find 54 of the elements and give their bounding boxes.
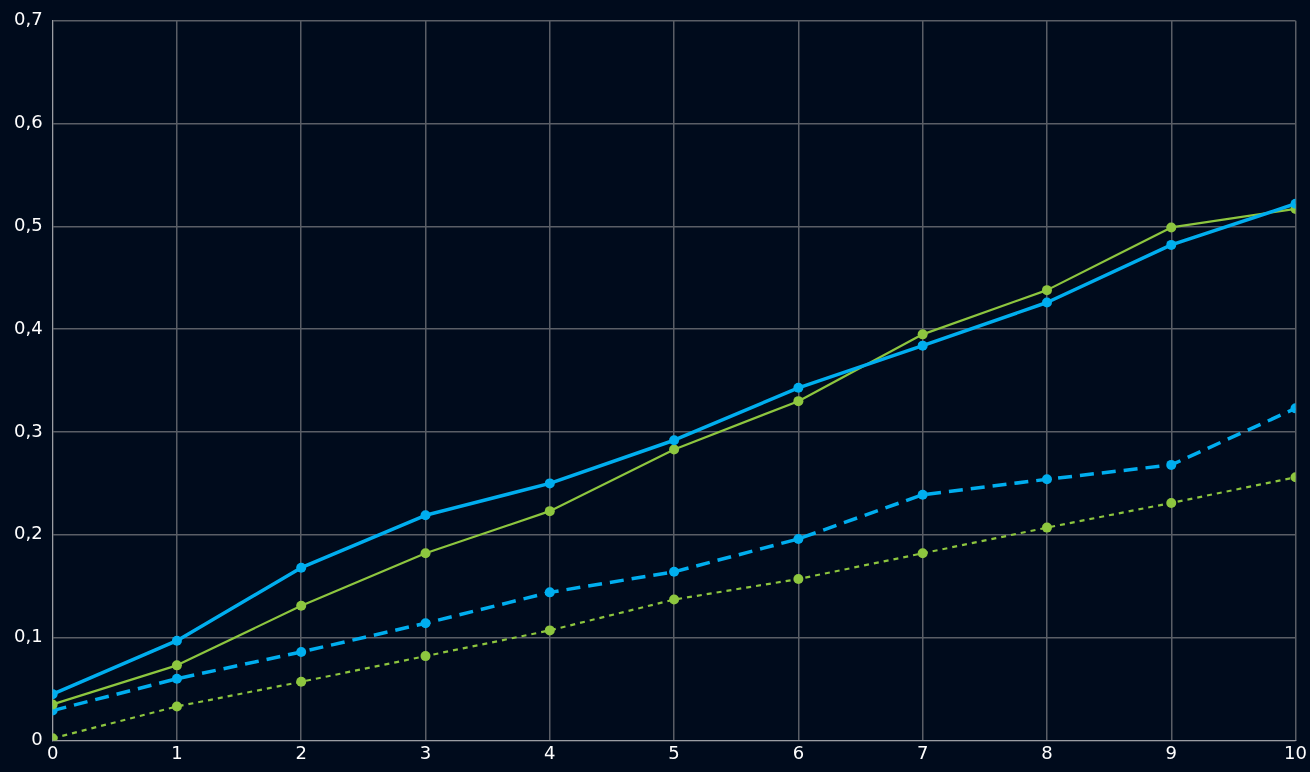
point [793, 533, 804, 544]
point [296, 676, 307, 687]
point [1041, 297, 1052, 308]
point [420, 510, 431, 521]
point [420, 618, 431, 629]
point [544, 625, 555, 636]
x-tick-label: 2 [295, 741, 307, 763]
point [171, 673, 182, 684]
x-tick-label: 8 [1041, 741, 1053, 763]
y-tick-label: 0,2 [13, 522, 43, 544]
point [793, 382, 804, 393]
y-tick-label: 0,4 [13, 316, 43, 338]
y-tick-label: 0,7 [13, 8, 43, 30]
point [669, 594, 680, 605]
point [544, 506, 555, 517]
x-tick-label: 0 [46, 741, 59, 763]
y-tick-label: 0,3 [13, 419, 43, 441]
y-tick-label: 0,6 [13, 111, 43, 133]
y-tick-label: 0,1 [13, 625, 43, 647]
point [917, 340, 928, 351]
point [171, 635, 182, 646]
x-tick-label: 1 [171, 741, 183, 763]
point [544, 478, 555, 489]
point [296, 646, 307, 657]
point [296, 562, 307, 573]
point [1166, 222, 1177, 233]
point [171, 701, 182, 712]
point [1041, 522, 1052, 533]
point [1041, 474, 1052, 485]
x-tick-label: 7 [916, 741, 929, 763]
point [1166, 497, 1177, 508]
point [1166, 239, 1177, 250]
point [917, 548, 928, 559]
point [1041, 285, 1052, 296]
x-tick-label: 3 [419, 741, 432, 763]
point [669, 444, 680, 455]
x-tick-label: 6 [792, 741, 805, 763]
y-tick-label: 0,5 [13, 214, 43, 236]
x-tick-label: 10 [1284, 741, 1307, 763]
point [917, 329, 928, 340]
point [669, 435, 680, 446]
x-tick-label: 4 [544, 741, 556, 763]
point [420, 651, 431, 662]
point [544, 587, 555, 598]
point [1166, 459, 1177, 470]
point [793, 396, 804, 407]
x-tick-label: 9 [1165, 741, 1177, 763]
point [296, 600, 307, 611]
x-tick-label: 5 [668, 741, 680, 763]
point [793, 574, 804, 584]
point [669, 566, 680, 577]
point [171, 660, 182, 671]
point [420, 548, 431, 559]
point [917, 489, 928, 500]
